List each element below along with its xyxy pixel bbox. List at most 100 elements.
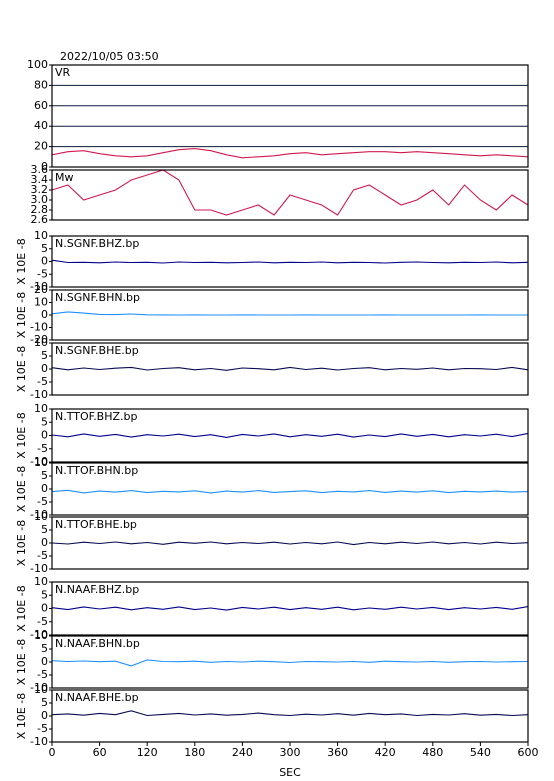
panel-label: N.SGNF.BHN.bp [55, 291, 140, 304]
trace [51, 311, 528, 316]
y-axis-label: X 10E -8 [15, 412, 28, 458]
trace [51, 432, 529, 438]
trace [51, 541, 529, 546]
x-axis-label: SEC [279, 766, 301, 779]
y-tick-label: 3.2 [31, 183, 49, 196]
y-axis-label: X 10E -8 [15, 693, 28, 739]
y-tick-label: 60 [34, 99, 48, 112]
y-tick-label: 3.0 [31, 193, 49, 206]
y-tick-label: 10 [34, 629, 48, 642]
y-tick-label: 20 [34, 140, 48, 153]
y-tick-label: -5 [37, 615, 48, 628]
y-tick-label: 10 [34, 229, 48, 242]
x-tick-label: 540 [470, 746, 491, 759]
panel-label: N.TTOF.BHE.bp [55, 518, 137, 531]
trace [51, 659, 529, 667]
x-tick-label: 180 [184, 746, 205, 759]
y-axis-label: X 10E -8 [15, 466, 28, 512]
y-tick-label: 0 [41, 308, 48, 321]
y-tick-label: -10 [30, 562, 48, 575]
panel-label: N.NAAF.BHE.bp [55, 691, 139, 704]
panel-frame [51, 235, 529, 288]
y-tick-label: -5 [37, 267, 48, 280]
y-axis-label: X 10E -8 [15, 520, 28, 566]
y-tick-label: 0 [41, 160, 48, 173]
y-tick-label: 0 [41, 602, 48, 615]
y-tick-label: 3.6 [31, 163, 49, 176]
y-tick-label: 10 [34, 296, 48, 309]
panel-frame [51, 462, 529, 516]
y-tick-label: 20 [34, 283, 48, 296]
x-tick-label: 600 [518, 746, 539, 759]
y-axis-label: X 10E -8 [15, 346, 28, 392]
y-axis-label: X 10E -8 [15, 292, 28, 338]
y-tick-label: -10 [30, 735, 48, 748]
y-tick-label: 0 [41, 362, 48, 375]
y-tick-label: 5 [41, 588, 48, 601]
y-tick-label: -5 [37, 375, 48, 388]
panel-label: N.NAAF.BHN.bp [55, 637, 140, 650]
panel-frame [51, 635, 529, 689]
y-tick-label: 5 [41, 469, 48, 482]
panel-frame [51, 64, 529, 168]
y-tick-label: -10 [30, 455, 48, 468]
y-tick-label: -5 [37, 549, 48, 562]
panel-label: N.NAAF.BHZ.bp [55, 583, 139, 596]
y-tick-label: 5 [41, 642, 48, 655]
panel-frame [51, 581, 529, 636]
y-tick-label: 5 [41, 415, 48, 428]
x-tick-label: 240 [232, 746, 253, 759]
y-tick-label: 5 [41, 523, 48, 536]
y-tick-label: 10 [34, 575, 48, 588]
panel-frame [51, 169, 529, 221]
x-tick-label: 300 [280, 746, 301, 759]
panel-frame [51, 408, 529, 463]
trace [51, 169, 529, 216]
panel-frame [51, 516, 529, 570]
y-tick-label: 0 [41, 255, 48, 268]
panel-label: N.TTOF.BHZ.bp [55, 410, 138, 423]
y-tick-label: 10 [34, 510, 48, 523]
panel-label: VR [55, 66, 71, 79]
y-axis-label: X 10E -8 [15, 585, 28, 631]
y-tick-label: -5 [37, 442, 48, 455]
y-tick-label: -10 [30, 508, 48, 521]
x-tick-label: 360 [327, 746, 348, 759]
panel-frame [51, 342, 529, 396]
trace [51, 606, 529, 611]
y-tick-label: 5 [41, 242, 48, 255]
y-tick-label: 3.4 [31, 173, 49, 186]
panel-label: N.TTOF.BHN.bp [55, 464, 138, 477]
y-tick-label: 10 [34, 683, 48, 696]
y-tick-label: 0 [41, 709, 48, 722]
y-tick-label: -10 [30, 388, 48, 401]
y-tick-label: 10 [34, 402, 48, 415]
panel-label: Mw [55, 171, 74, 184]
y-tick-label: 10 [34, 336, 48, 349]
x-tick-label: 420 [375, 746, 396, 759]
trace [51, 259, 529, 264]
y-tick-label: 0 [41, 536, 48, 549]
y-tick-label: -5 [37, 668, 48, 681]
y-tick-label: 0 [41, 655, 48, 668]
x-tick-label: 120 [137, 746, 158, 759]
y-axis-label: X 10E -8 [15, 238, 28, 284]
y-tick-label: 100 [27, 58, 48, 71]
y-tick-label: 2.6 [31, 213, 49, 226]
trace [51, 489, 529, 494]
panel-label: N.SGNF.BHZ.bp [55, 237, 139, 250]
y-tick-label: 10 [34, 456, 48, 469]
y-tick-label: -10 [30, 280, 48, 293]
y-tick-label: -10 [30, 681, 48, 694]
panel-frame [51, 289, 529, 341]
trace [51, 366, 529, 371]
y-tick-label: -10 [30, 321, 48, 334]
y-tick-label: 0 [41, 482, 48, 495]
y-axis-label: X 10E -8 [15, 639, 28, 685]
y-tick-label: -5 [37, 722, 48, 735]
trace [51, 148, 529, 159]
y-tick-label: 5 [41, 696, 48, 709]
y-tick-label: -10 [30, 628, 48, 641]
y-tick-label: 2.8 [31, 203, 49, 216]
